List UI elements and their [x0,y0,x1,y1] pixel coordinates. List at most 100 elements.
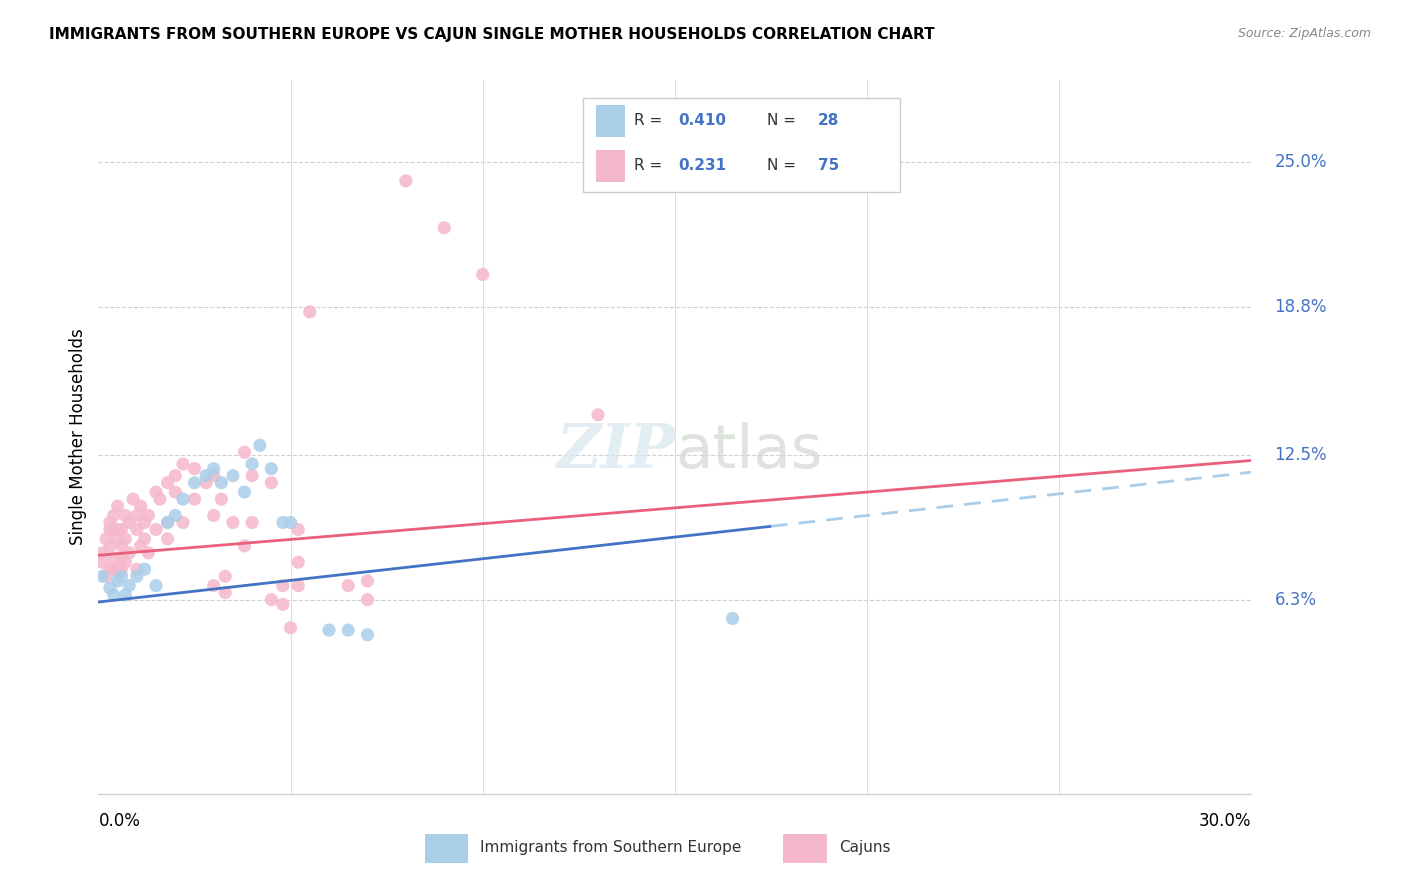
Point [183,492,205,507]
Y-axis label: Single Mother Households: Single Mother Households [69,329,87,545]
Point [337,579,360,593]
FancyBboxPatch shape [783,834,827,863]
FancyBboxPatch shape [425,834,468,863]
Point [156,516,179,530]
Point [337,623,360,637]
Point [114,555,136,569]
Text: N =: N = [768,113,801,128]
Point [165,485,187,500]
Point [110,569,132,583]
Point [240,516,263,530]
Point [134,562,156,576]
Point [202,461,225,475]
Point [138,508,160,523]
Point [172,492,194,507]
Point [134,516,156,530]
Point [395,174,418,188]
Point [156,516,179,530]
Point [260,461,283,475]
Point [114,532,136,546]
Point [110,562,132,576]
Point [125,569,148,583]
Point [222,468,245,483]
Point [110,523,132,537]
Text: 75: 75 [818,158,839,173]
Point [91,546,114,560]
Point [145,485,167,500]
Point [240,457,263,471]
Point [433,220,456,235]
Point [91,555,114,569]
Point [209,492,232,507]
Point [195,468,218,483]
Point [156,475,179,490]
Point [260,592,283,607]
Point [202,508,225,523]
Text: 18.8%: 18.8% [1274,298,1327,317]
Point [118,579,141,593]
Point [107,532,129,546]
Point [233,539,256,553]
Point [318,623,340,637]
Text: 0.0%: 0.0% [98,812,141,830]
Point [356,628,378,642]
Point [222,516,245,530]
Point [721,611,744,625]
Point [214,569,236,583]
Point [202,579,225,593]
Point [195,475,218,490]
Point [98,523,121,537]
Point [91,569,114,583]
Point [98,581,121,595]
FancyBboxPatch shape [596,104,624,137]
Point [103,508,125,523]
Point [107,574,129,588]
Point [280,516,302,530]
Point [103,562,125,576]
Text: R =: R = [634,158,668,173]
Point [107,499,129,513]
Point [172,457,194,471]
Point [98,539,121,553]
Point [107,523,129,537]
Point [94,569,117,583]
Text: atlas: atlas [675,422,823,481]
Point [129,539,152,553]
Point [118,516,141,530]
Point [233,445,256,459]
Point [134,532,156,546]
Point [103,550,125,565]
Point [233,485,256,500]
Text: Immigrants from Southern Europe: Immigrants from Southern Europe [481,840,741,855]
Point [107,562,129,576]
Point [271,579,294,593]
Point [287,579,309,593]
Point [356,592,378,607]
Text: 6.3%: 6.3% [1274,591,1316,608]
Text: ZIP: ZIP [555,421,675,482]
Point [110,550,132,565]
Text: 28: 28 [818,113,839,128]
Point [125,562,148,576]
Point [103,523,125,537]
Point [165,508,187,523]
Point [280,621,302,635]
Point [202,468,225,483]
Point [471,268,494,282]
Point [149,492,172,507]
Point [94,532,117,546]
Point [98,516,121,530]
Point [103,588,125,602]
Point [260,475,283,490]
Text: Cajuns: Cajuns [839,840,890,855]
Text: 25.0%: 25.0% [1274,153,1327,171]
Point [114,508,136,523]
Point [209,475,232,490]
Text: 30.0%: 30.0% [1199,812,1251,830]
FancyBboxPatch shape [596,150,624,183]
Point [114,588,136,602]
Point [214,585,236,599]
Point [122,492,145,507]
FancyBboxPatch shape [583,98,900,192]
Point [183,475,205,490]
